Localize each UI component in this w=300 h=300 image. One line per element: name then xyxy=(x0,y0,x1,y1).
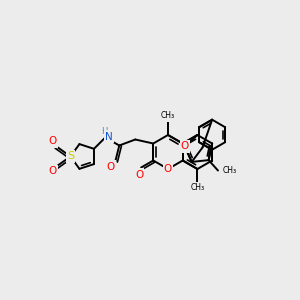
Text: O: O xyxy=(106,161,114,172)
Text: O: O xyxy=(181,141,189,152)
Text: O: O xyxy=(48,136,57,146)
Text: S: S xyxy=(67,152,74,161)
Text: O: O xyxy=(164,164,172,174)
Text: N: N xyxy=(105,131,113,142)
Text: CH₃: CH₃ xyxy=(161,112,175,121)
Text: CH₃: CH₃ xyxy=(223,166,237,175)
Text: CH₃: CH₃ xyxy=(190,184,205,193)
Text: O: O xyxy=(135,169,143,179)
Text: H: H xyxy=(101,127,107,136)
Text: O: O xyxy=(48,167,57,176)
